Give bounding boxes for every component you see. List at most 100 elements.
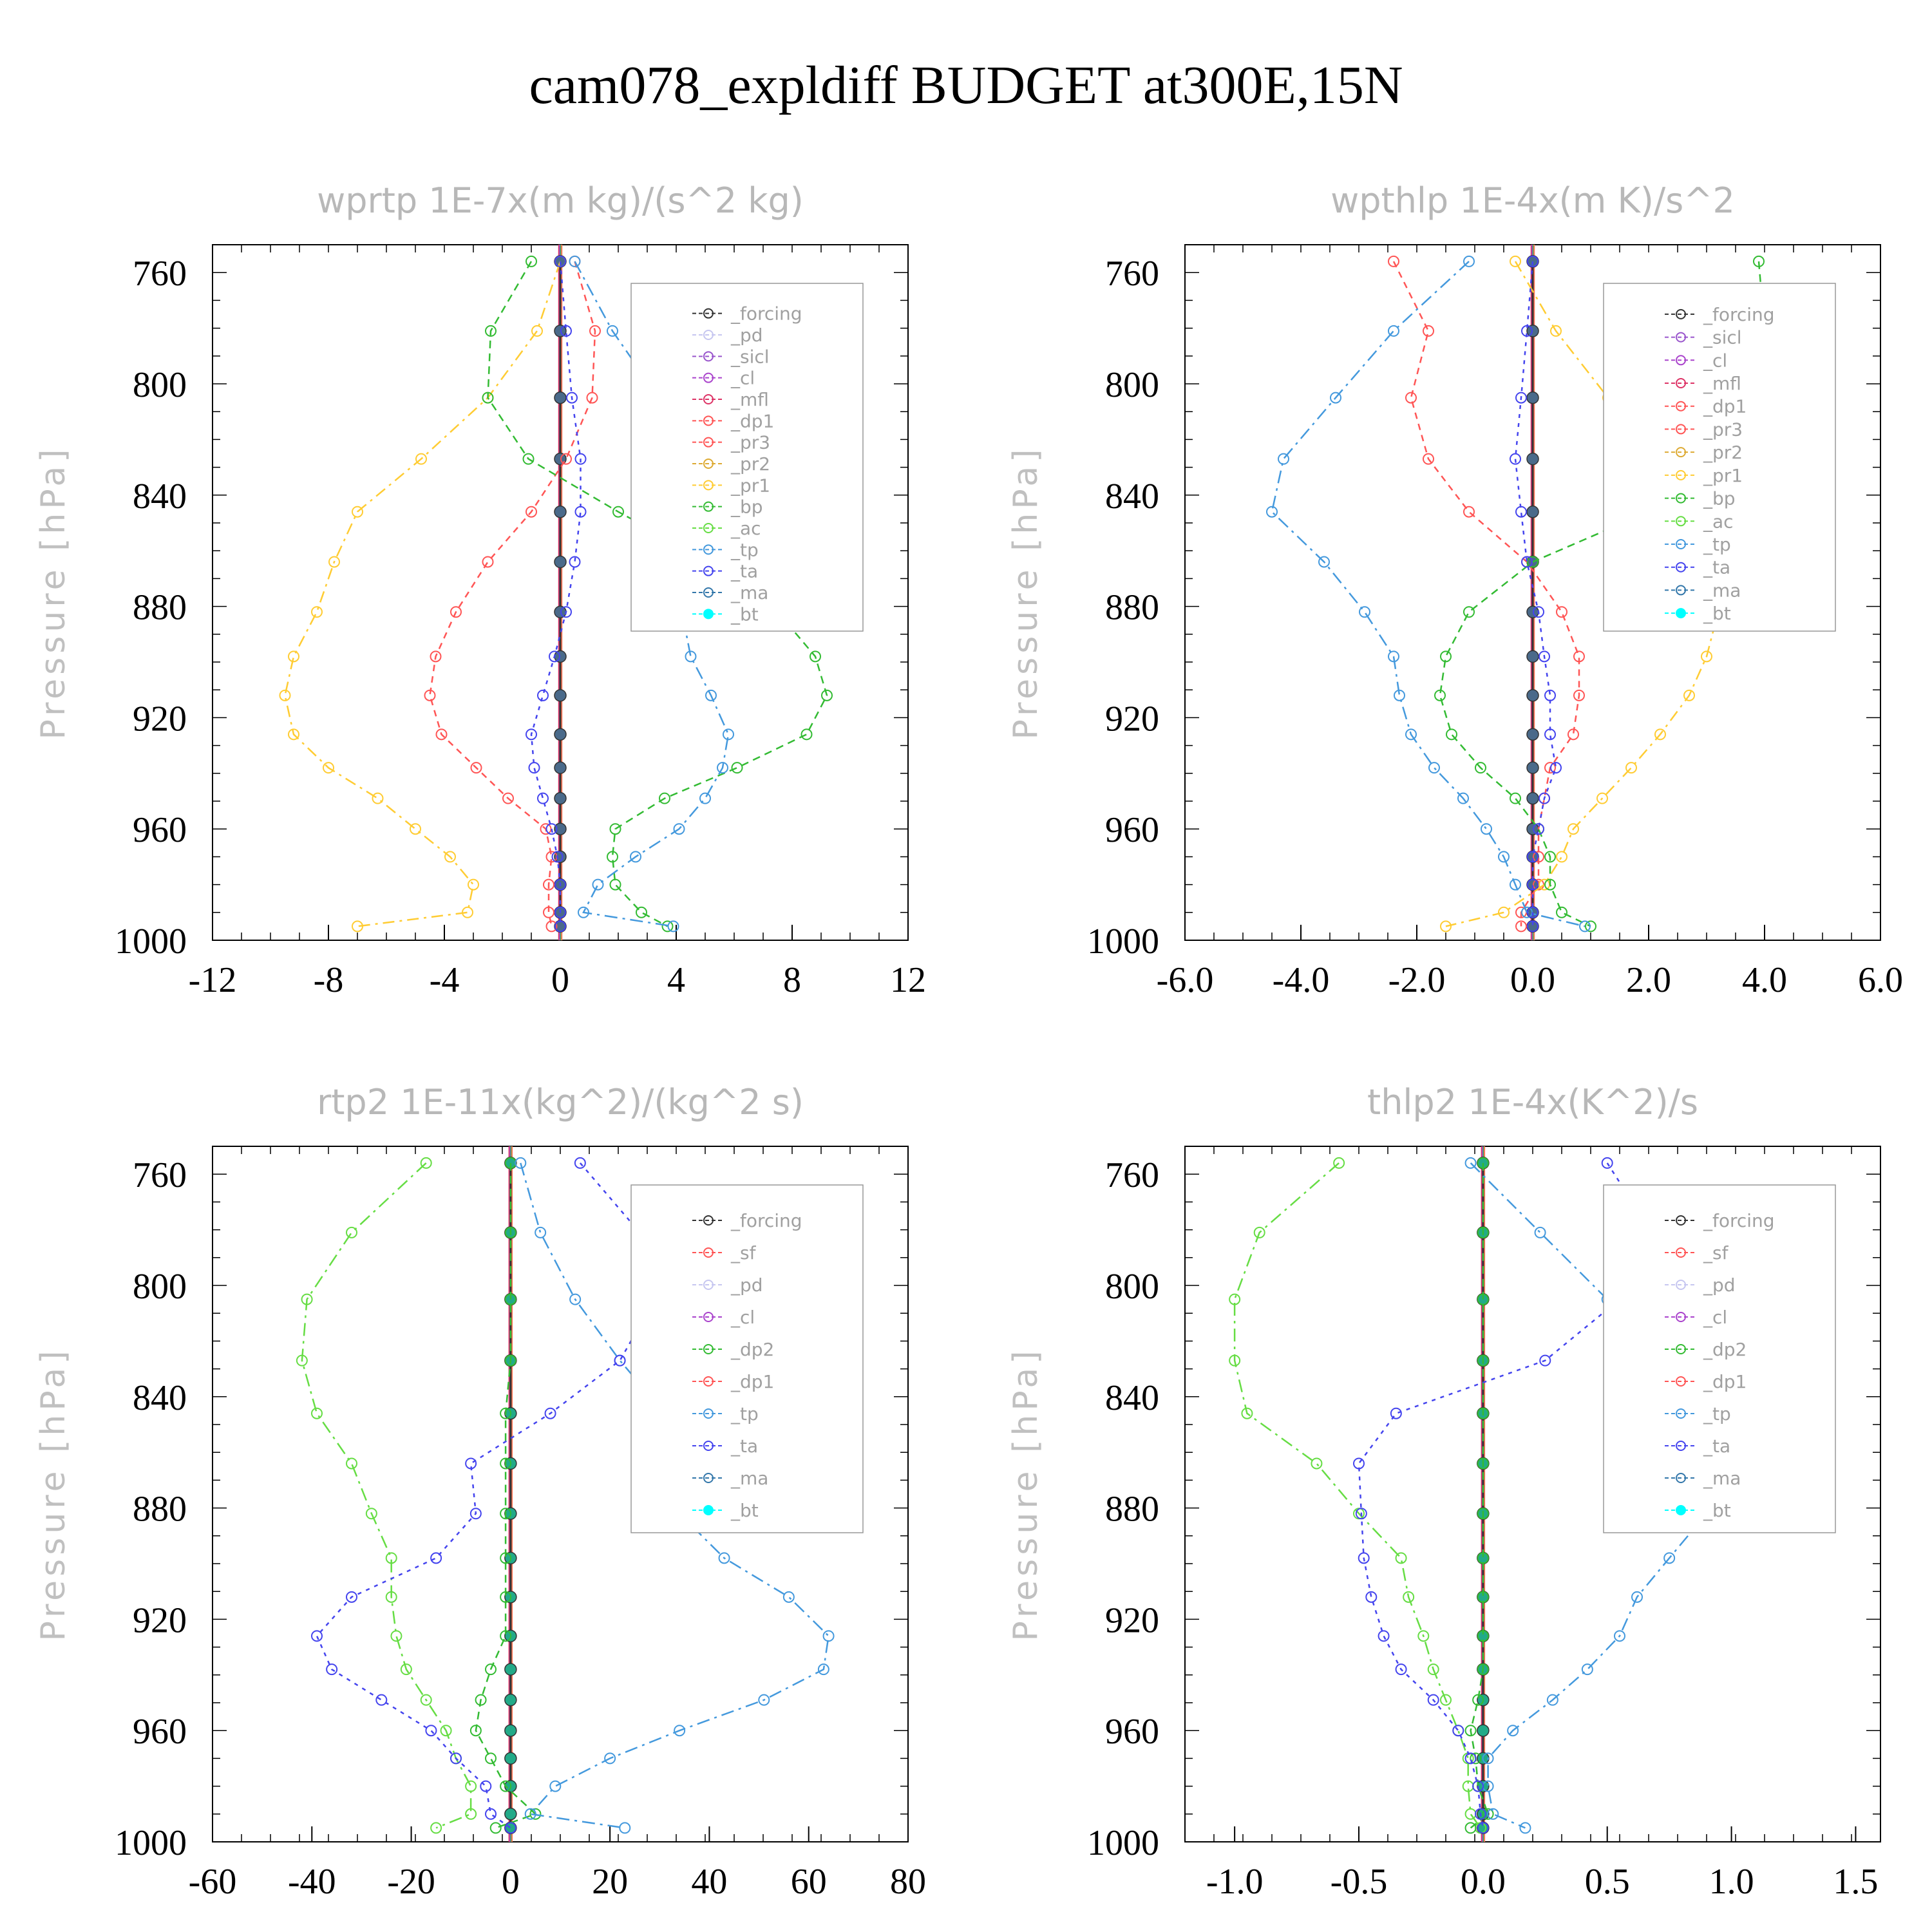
data-point-tp: [604, 1752, 616, 1765]
data-point-bp: [636, 906, 647, 918]
data-point-tp: [578, 906, 589, 918]
data-point-tp: [1457, 792, 1469, 804]
legend-entry-ta: _ta: [1703, 557, 1730, 578]
data-point-pr1: [1701, 650, 1712, 663]
data-point-forcing: [554, 822, 567, 835]
data-point-tp: [1519, 1822, 1531, 1834]
y-axis-label: Pressure [hPa]: [1007, 446, 1045, 740]
legend-entry-pd: _pd: [730, 1274, 763, 1296]
legend-marker: [703, 308, 714, 319]
data-point-forcing: [554, 555, 567, 569]
legend-entry-cl: _cl: [1703, 1307, 1727, 1328]
data-point-tp: [1266, 506, 1278, 518]
series-line-pr3: [429, 261, 596, 927]
data-point-ta: [375, 1694, 388, 1706]
data-point-dp1: [301, 1293, 313, 1305]
data-point-pr3: [1567, 728, 1579, 741]
data-point-dp1: [385, 1591, 397, 1603]
legend-entry-ta: _ta: [730, 1435, 758, 1457]
data-point-dp2: [504, 1293, 516, 1305]
legend-marker: [1676, 355, 1686, 366]
data-point-pr3: [1573, 689, 1585, 701]
data-point-ta: [574, 506, 587, 518]
data-point-ta: [1477, 1822, 1489, 1834]
data-point-dp2: [1472, 1694, 1484, 1706]
data-point-pr3: [589, 325, 601, 337]
legend-box: [1603, 1184, 1836, 1533]
data-point-tp: [569, 1293, 582, 1305]
legend-entry-ma: _ma: [730, 1468, 768, 1489]
legend-marker: [703, 351, 714, 362]
legend-marker: [1676, 332, 1686, 343]
y-tick-label: 880: [1105, 1490, 1159, 1530]
data-point-ta: [1521, 325, 1533, 337]
data-point-ta: [1550, 762, 1562, 774]
data-point-pr3: [560, 453, 572, 465]
series-line-dp1: [301, 1162, 472, 1829]
data-point-forcing: [1526, 452, 1539, 466]
x-tick-label: 0.5: [1585, 1862, 1630, 1902]
data-point-ta: [1378, 1630, 1390, 1642]
data-point-dp1: [420, 1694, 432, 1706]
x-tick-label: 4.0: [1742, 960, 1787, 1000]
data-point-bp: [609, 823, 621, 835]
data-point-tp: [1482, 1752, 1494, 1765]
data-point-forcing: [1526, 505, 1539, 518]
data-point-dp2: [1477, 1630, 1489, 1642]
x-tick-label: 2.0: [1626, 960, 1671, 1000]
legend-marker: [1676, 308, 1686, 319]
y-tick-label: 880: [133, 1490, 187, 1530]
legend-box: [630, 1184, 864, 1533]
data-point-ta: [1452, 1725, 1464, 1737]
panel-title: thlp2 1E-4x(K^2)/s: [1367, 1082, 1698, 1122]
legend-entry-bp: _bp: [730, 497, 763, 518]
data-point-pr1: [372, 792, 384, 804]
series-line-ta: [530, 261, 582, 927]
data-point-ta: [554, 920, 566, 933]
data-point-dp1: [1395, 1552, 1407, 1564]
x-tick-label: 40: [691, 1862, 727, 1902]
legend-entry-dp2: _dp2: [730, 1339, 774, 1360]
data-point-tp: [619, 1822, 631, 1834]
data-point-dp1: [311, 1407, 323, 1419]
data-point-bp: [661, 920, 674, 933]
x-tick-label: -0.5: [1331, 1862, 1388, 1902]
data-point-forcing: [504, 1693, 517, 1707]
data-point-dp1: [1333, 1157, 1345, 1169]
data-point-ta: [1539, 792, 1550, 804]
data-point-dp2: [500, 1552, 512, 1564]
data-point-pr1: [1510, 255, 1521, 267]
data-point-pr1: [410, 823, 421, 835]
series-line-ta: [316, 1162, 656, 1829]
y-axis-label: Pressure [hPa]: [34, 1347, 73, 1642]
data-point-ta: [1515, 506, 1527, 518]
legend-entry-pd: _pd: [730, 325, 763, 346]
data-point-bp: [1446, 728, 1457, 741]
legend-marker: [1676, 401, 1686, 412]
legend-marker: [1676, 424, 1686, 435]
panel-title: rtp2 1E-11x(kg^2)/(kg^2 s): [317, 1082, 804, 1122]
data-point-pr1: [1625, 762, 1637, 774]
x-tick-label: 0: [502, 1862, 520, 1902]
x-tick-label: -6.0: [1157, 960, 1214, 1000]
data-point-pr1: [415, 453, 427, 465]
data-point-dp2: [500, 1508, 512, 1520]
data-point-tp: [1510, 878, 1521, 891]
legend-entry-dp1: _dp1: [730, 410, 774, 431]
legend-marker: [703, 1376, 714, 1387]
data-point-bp: [1544, 878, 1556, 891]
data-point-pr1: [288, 728, 299, 741]
data-point-dp2: [529, 1808, 542, 1820]
legend-marker: [1676, 1505, 1686, 1515]
data-point-tp: [718, 1552, 730, 1564]
data-point-ta: [560, 325, 572, 337]
data-point-dp1: [465, 1808, 477, 1820]
data-point-forcing: [1526, 650, 1539, 663]
data-point-tp: [1581, 1663, 1593, 1676]
legend-entry-ac: _ac: [730, 518, 761, 539]
data-point-ta: [1358, 1552, 1370, 1564]
legend-marker: [1676, 378, 1686, 388]
legend-entry-tp: _tp: [730, 539, 759, 560]
data-point-tp: [1663, 1552, 1676, 1564]
data-point-dp1: [346, 1457, 357, 1470]
